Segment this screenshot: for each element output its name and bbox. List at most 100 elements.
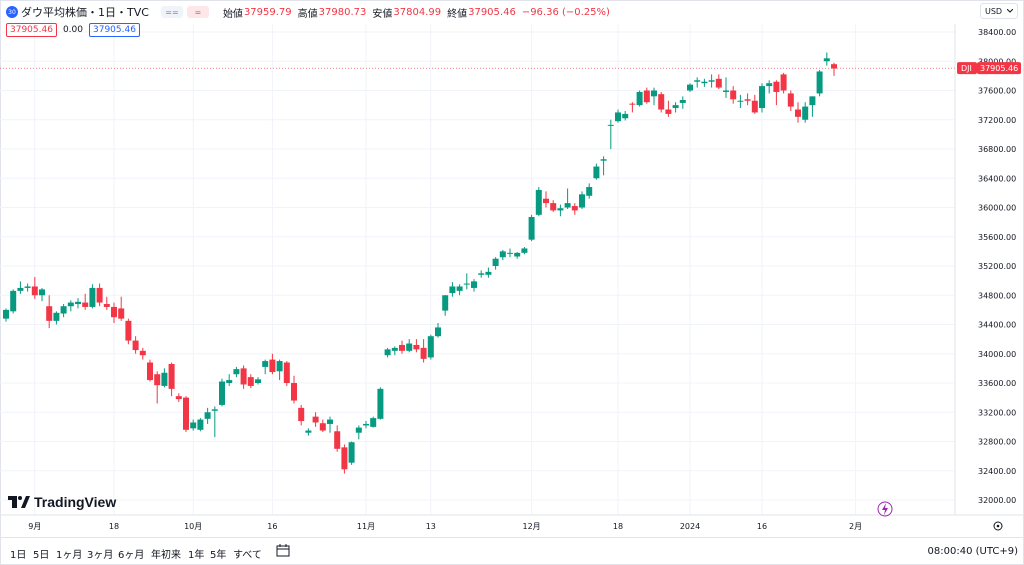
time-tick-label: 11月 bbox=[357, 522, 375, 531]
candle bbox=[147, 359, 153, 382]
candle bbox=[247, 374, 254, 389]
buy-price[interactable]: 37905.46 bbox=[89, 23, 140, 37]
last-price-tag: DJI 37905.46 bbox=[957, 62, 1021, 75]
candle bbox=[24, 283, 31, 292]
legend: 30 ダウ平均株価・1日・TVC == = 始値 37959.79 高値 379… bbox=[6, 4, 616, 20]
price-tick-label: 34400.00 bbox=[978, 321, 1016, 330]
symbol-badge[interactable]: 30 bbox=[6, 6, 18, 18]
candle bbox=[456, 284, 463, 296]
candle bbox=[341, 444, 348, 474]
candle bbox=[607, 119, 614, 149]
candles bbox=[3, 52, 837, 474]
candle bbox=[651, 87, 657, 106]
high-label: 高値 bbox=[297, 8, 318, 20]
tradingview-logo[interactable]: TradingView bbox=[8, 494, 116, 510]
candle bbox=[125, 318, 132, 345]
calendar-icon[interactable] bbox=[276, 544, 290, 557]
candle bbox=[204, 407, 211, 424]
candle bbox=[823, 52, 830, 66]
open-label: 始値 bbox=[222, 8, 243, 20]
candle bbox=[355, 425, 362, 440]
candle bbox=[507, 248, 513, 258]
price-tick-label: 32400.00 bbox=[978, 467, 1016, 476]
compare-button[interactable]: == bbox=[160, 6, 183, 18]
symbol-title[interactable]: ダウ平均株価・1日・TVC bbox=[21, 6, 149, 19]
price-tick-label: 33200.00 bbox=[978, 408, 1016, 417]
candle bbox=[168, 362, 175, 397]
close-label: 終値 bbox=[447, 8, 468, 20]
candle bbox=[521, 246, 528, 255]
candle bbox=[687, 83, 693, 92]
time-axis: 9月 18 10月 16 11月 13 12月 18 2024 16 2月 bbox=[28, 522, 862, 531]
candle bbox=[298, 404, 305, 426]
sell-price[interactable]: 37905.46 bbox=[6, 23, 57, 37]
candle bbox=[413, 339, 420, 353]
candle bbox=[636, 90, 643, 107]
candle bbox=[391, 346, 398, 356]
candle bbox=[550, 200, 557, 212]
price-tick-label: 36000.00 bbox=[978, 204, 1016, 213]
change-value: −96.36 (−0.25%) bbox=[521, 6, 610, 18]
candle bbox=[82, 293, 89, 310]
candle bbox=[809, 96, 816, 117]
candle bbox=[103, 296, 110, 310]
price-tick-label: 36400.00 bbox=[978, 174, 1016, 183]
candle bbox=[658, 91, 665, 113]
timezone-clock[interactable]: 08:00:40 (UTC+9) bbox=[927, 546, 1018, 557]
candle bbox=[571, 203, 578, 215]
candle bbox=[694, 77, 701, 88]
lightning-icon[interactable] bbox=[877, 501, 893, 517]
range-6m[interactable]: 6ヶ月 bbox=[118, 550, 145, 561]
range-5d[interactable]: 5日 bbox=[33, 550, 50, 561]
candle bbox=[291, 375, 297, 404]
price-tick-label: 36800.00 bbox=[978, 145, 1016, 154]
candle bbox=[370, 416, 377, 428]
range-1d[interactable]: 1日 bbox=[10, 550, 27, 561]
time-tick-label: 18 bbox=[613, 522, 623, 531]
candle bbox=[276, 359, 283, 381]
range-1m[interactable]: 1ヶ月 bbox=[56, 550, 83, 561]
candle bbox=[262, 359, 269, 375]
range-all[interactable]: すべて bbox=[233, 550, 262, 561]
low-label: 安値 bbox=[372, 8, 393, 20]
candle bbox=[384, 347, 391, 358]
candle bbox=[557, 204, 564, 217]
price-tick-label: 37200.00 bbox=[978, 116, 1016, 125]
time-tick-label: 2024 bbox=[680, 522, 700, 531]
last-price-tag-bg bbox=[977, 62, 1021, 75]
low-value: 37804.99 bbox=[393, 6, 442, 18]
candle bbox=[471, 279, 477, 292]
range-5y[interactable]: 5年 bbox=[210, 550, 227, 561]
candle bbox=[96, 283, 103, 307]
time-tick-label: 10月 bbox=[184, 522, 202, 531]
candle bbox=[629, 102, 636, 113]
range-1y[interactable]: 1年 bbox=[188, 550, 205, 561]
time-tick-label: 16 bbox=[267, 522, 277, 531]
candle bbox=[492, 257, 499, 270]
range-ytd[interactable]: 年初来 bbox=[151, 550, 181, 561]
indicator-button[interactable]: = bbox=[186, 6, 209, 18]
candle bbox=[283, 361, 290, 386]
candle bbox=[579, 191, 585, 209]
symbol-tag: DJI bbox=[961, 64, 972, 73]
candle bbox=[3, 308, 9, 322]
price-tick-label: 38000.00 bbox=[978, 57, 1016, 66]
candle bbox=[715, 74, 722, 90]
candle bbox=[463, 273, 470, 290]
price-tick-label: 35200.00 bbox=[978, 262, 1016, 271]
candle bbox=[348, 441, 355, 465]
candle bbox=[766, 80, 773, 94]
candle bbox=[233, 366, 240, 378]
candle bbox=[478, 270, 485, 278]
candle bbox=[600, 156, 607, 176]
candle bbox=[485, 267, 492, 278]
range-3m[interactable]: 3ヶ月 bbox=[87, 550, 114, 561]
settings-icon[interactable] bbox=[993, 521, 1003, 531]
currency-select[interactable]: USD bbox=[980, 3, 1018, 19]
candle bbox=[327, 416, 333, 433]
candle bbox=[31, 276, 38, 299]
grid bbox=[0, 24, 955, 515]
time-tick-label: 16 bbox=[757, 522, 767, 531]
candle bbox=[46, 295, 53, 329]
